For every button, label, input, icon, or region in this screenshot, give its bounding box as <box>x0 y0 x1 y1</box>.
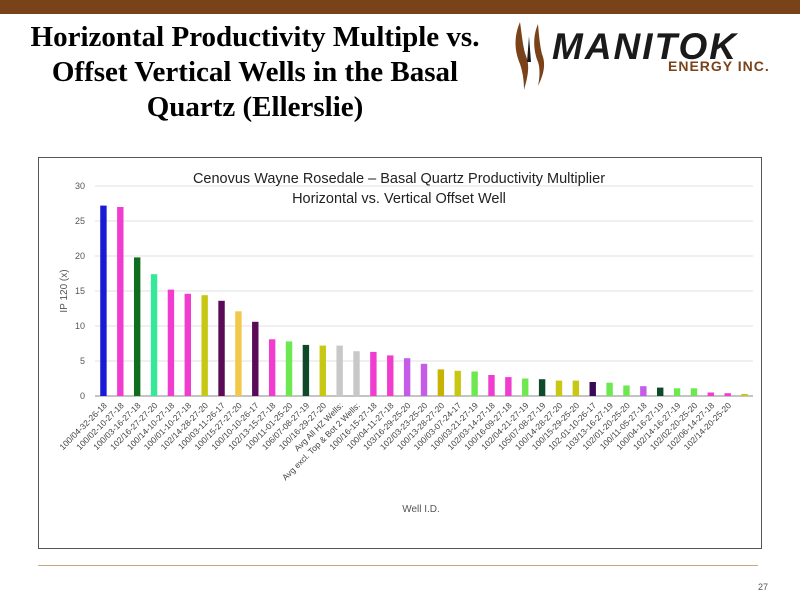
bar <box>656 387 664 396</box>
bar <box>555 380 563 396</box>
chart-title: Cenovus Wayne Rosedale – Basal Quartz Pr… <box>193 171 605 187</box>
bar <box>319 345 326 396</box>
bar <box>218 300 225 396</box>
bar <box>707 392 715 396</box>
manitok-logo <box>515 22 545 90</box>
bar <box>268 339 276 396</box>
bar <box>589 382 596 396</box>
bar <box>741 393 748 396</box>
slide-title: Horizontal Productivity Multiple vs. Off… <box>30 21 480 123</box>
bar <box>133 257 141 396</box>
logo-mark-left <box>515 22 529 90</box>
y-tick-label: 15 <box>75 286 85 296</box>
bar <box>370 351 377 396</box>
y-tick-label: 10 <box>75 321 85 331</box>
bar <box>167 289 175 396</box>
bar <box>403 358 411 396</box>
footer-line <box>38 565 758 566</box>
y-axis-label: IP 120 (x) <box>59 269 70 312</box>
bar <box>387 355 394 396</box>
top-bar <box>0 0 800 14</box>
logo-mark-right <box>534 24 545 86</box>
bar <box>336 345 343 396</box>
bar <box>505 377 512 396</box>
bar <box>302 344 310 396</box>
logo-wordmark: MANITOK <box>552 26 738 67</box>
page-number: 27 <box>758 582 769 592</box>
bar <box>623 385 630 396</box>
bar <box>488 375 495 396</box>
bar <box>100 205 107 396</box>
bar <box>606 382 613 396</box>
logo-mark-center <box>527 36 531 62</box>
bar <box>690 388 698 396</box>
chart-subtitle: Horizontal vs. Vertical Offset Well <box>292 191 506 207</box>
bar <box>522 378 529 396</box>
x-axis-label: Well I.D. <box>402 504 440 515</box>
bar <box>353 351 360 396</box>
bar <box>724 393 731 396</box>
bar <box>471 371 478 396</box>
bar <box>150 274 158 396</box>
bar <box>201 295 208 396</box>
y-tick-label: 0 <box>80 391 85 401</box>
bar <box>538 379 546 396</box>
bar <box>572 380 580 396</box>
bar <box>673 388 681 396</box>
chart-container: 0 5 10 15 20 25 30 Cenovus Wayne Rosedale – Bas… <box>38 157 762 549</box>
y-tick-label: 5 <box>80 356 85 366</box>
y-tick-label: 30 <box>75 181 85 191</box>
bar <box>252 321 259 396</box>
bar <box>184 293 192 396</box>
bar <box>235 311 242 396</box>
y-tick-label: 20 <box>75 251 85 261</box>
bar <box>640 386 647 396</box>
bar <box>117 207 124 396</box>
bar <box>420 363 428 396</box>
bar-chart: 0 5 10 15 20 25 30 Cenovus Wayne Rosedale – Bas… <box>57 171 753 515</box>
bar <box>454 370 461 396</box>
logo-subtitle: ENERGY INC. <box>668 58 770 74</box>
y-tick-label: 25 <box>75 216 85 226</box>
bar <box>437 369 445 396</box>
bar <box>285 341 293 396</box>
